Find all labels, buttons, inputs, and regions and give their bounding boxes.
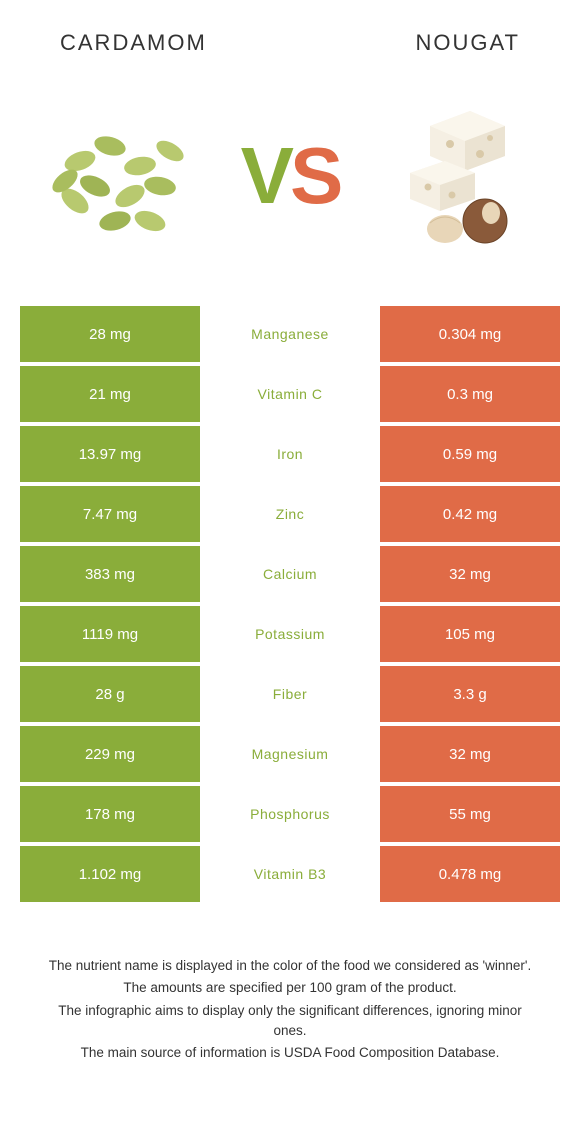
nutrient-label: Manganese [200,306,380,362]
left-value-cell: 178 mg [20,786,200,842]
table-row: 21 mgVitamin C0.3 mg [20,366,560,422]
left-value-cell: 1119 mg [20,606,200,662]
left-value-cell: 28 mg [20,306,200,362]
right-value-cell: 3.3 g [380,666,560,722]
nutrient-label: Zinc [200,486,380,542]
table-row: 28 gFiber3.3 g [20,666,560,722]
cardamom-image [30,91,200,261]
table-row: 13.97 mgIron0.59 mg [20,426,560,482]
nutrient-label: Vitamin C [200,366,380,422]
nutrient-label: Magnesium [200,726,380,782]
nutrient-label: Calcium [200,546,380,602]
right-value-cell: 0.42 mg [380,486,560,542]
right-value-cell: 55 mg [380,786,560,842]
left-value-cell: 7.47 mg [20,486,200,542]
comparison-table: 28 mgManganese0.304 mg21 mgVitamin C0.3 … [0,306,580,902]
right-food-title: NOUGAT [416,30,520,56]
left-food-title: CARDAMOM [60,30,207,56]
left-value-cell: 28 g [20,666,200,722]
table-row: 383 mgCalcium32 mg [20,546,560,602]
nutrient-label: Potassium [200,606,380,662]
table-row: 7.47 mgZinc0.42 mg [20,486,560,542]
footer-line: The amounts are specified per 100 gram o… [40,978,540,998]
footer-notes: The nutrient name is displayed in the co… [0,906,580,1085]
footer-line: The main source of information is USDA F… [40,1043,540,1063]
footer-line: The infographic aims to display only the… [40,1001,540,1042]
nougat-image [380,91,550,261]
nutrient-label: Fiber [200,666,380,722]
hero-row: VS [0,66,580,306]
vs-label: VS [241,130,340,222]
left-value-cell: 21 mg [20,366,200,422]
nutrient-label: Vitamin B3 [200,846,380,902]
table-row: 178 mgPhosphorus55 mg [20,786,560,842]
right-value-cell: 0.3 mg [380,366,560,422]
left-value-cell: 229 mg [20,726,200,782]
left-value-cell: 383 mg [20,546,200,602]
vs-s-letter: S [290,131,339,220]
right-value-cell: 32 mg [380,726,560,782]
footer-line: The nutrient name is displayed in the co… [40,956,540,976]
table-row: 229 mgMagnesium32 mg [20,726,560,782]
left-value-cell: 1.102 mg [20,846,200,902]
right-value-cell: 0.478 mg [380,846,560,902]
right-value-cell: 0.59 mg [380,426,560,482]
right-value-cell: 32 mg [380,546,560,602]
header: CARDAMOM NOUGAT [0,0,580,66]
vs-v-letter: V [241,131,290,220]
table-row: 1.102 mgVitamin B30.478 mg [20,846,560,902]
nutrient-label: Phosphorus [200,786,380,842]
right-value-cell: 105 mg [380,606,560,662]
table-row: 28 mgManganese0.304 mg [20,306,560,362]
right-value-cell: 0.304 mg [380,306,560,362]
nutrient-label: Iron [200,426,380,482]
left-value-cell: 13.97 mg [20,426,200,482]
table-row: 1119 mgPotassium105 mg [20,606,560,662]
